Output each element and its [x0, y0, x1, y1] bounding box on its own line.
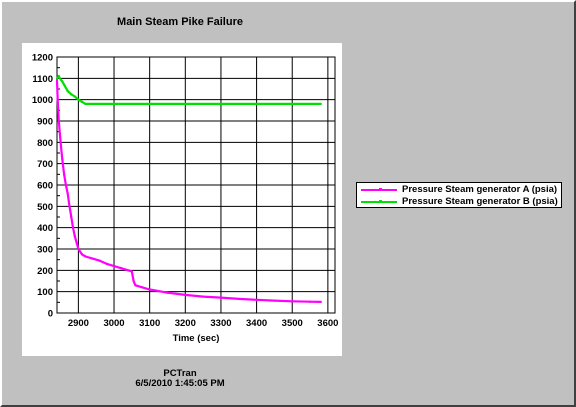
data-point — [70, 216, 73, 218]
data-point — [59, 141, 62, 144]
plot-panel: 0 100 200 300 400 500 600 700 800 900 1000 1100 1200… — [22, 43, 342, 356]
x-tick-label: 3200 — [175, 318, 196, 329]
legend-marker-a — [379, 188, 382, 191]
data-point — [80, 253, 83, 256]
legend-label-b: Pressure Steam generator B (psia) — [402, 196, 558, 207]
x-tick-label: 3600 — [317, 318, 338, 329]
data-point — [61, 158, 64, 161]
legend-swatch-a — [361, 188, 397, 191]
data-point — [57, 120, 60, 122]
y-tick-label: 500 — [37, 202, 53, 213]
data-point — [75, 241, 78, 244]
data-point — [273, 299, 276, 302]
data-point — [202, 295, 205, 298]
data-point — [134, 284, 137, 287]
data-point — [105, 262, 108, 265]
data-point — [59, 78, 62, 81]
y-tick-label: 800 — [37, 138, 53, 149]
data-point — [219, 296, 222, 299]
data-point — [132, 280, 135, 282]
chart-title: Main Steam Pike Failure — [117, 16, 243, 28]
data-point — [56, 79, 58, 82]
x-tick-label: 3300 — [210, 318, 231, 329]
footer: PCTran 6/5/2010 1:45:05 PM — [0, 369, 360, 389]
data-point — [184, 293, 187, 296]
footer-timestamp: 6/5/2010 1:45:05 PM — [135, 378, 225, 389]
data-point — [64, 184, 67, 186]
data-point — [184, 102, 187, 105]
x-axis-label: Time (sec) — [173, 333, 220, 344]
y-tick-label: 400 — [37, 223, 53, 234]
data-point — [80, 100, 83, 103]
data-point — [91, 257, 94, 260]
x-tick-label: 3100 — [139, 318, 160, 329]
data-point — [120, 267, 123, 270]
data-point — [291, 300, 294, 303]
data-point — [319, 300, 322, 303]
legend-entry-a: Pressure Steam generator A (psia) — [357, 184, 561, 195]
data-point — [95, 102, 98, 105]
data-point — [73, 95, 76, 98]
data-point — [72, 226, 75, 229]
y-tick-label: 1000 — [32, 95, 53, 106]
data-point — [237, 297, 240, 300]
data-point — [113, 102, 116, 105]
x-tick-label: 3400 — [246, 318, 267, 329]
data-point — [148, 288, 151, 291]
plot-border — [56, 56, 336, 314]
legend-swatch-b — [361, 200, 397, 203]
data-point — [68, 205, 71, 208]
data-point — [291, 102, 294, 105]
data-point — [57, 75, 60, 78]
x-tick-label: 2900 — [68, 318, 89, 329]
data-point — [77, 98, 80, 101]
legend: Pressure Steam generator A (psia) Pressu… — [356, 182, 562, 208]
data-point — [56, 98, 59, 101]
footer-app-name: PCTran — [163, 368, 197, 379]
data-point — [66, 192, 69, 195]
data-point — [127, 269, 130, 272]
data-point — [63, 173, 66, 176]
data-point — [61, 80, 64, 83]
y-tick-label: 200 — [37, 266, 53, 277]
legend-entry-b: Pressure Steam generator B (psia) — [357, 196, 561, 207]
data-point — [309, 300, 312, 303]
data-point — [77, 248, 80, 250]
data-point — [66, 90, 69, 93]
y-tick-label: 100 — [37, 287, 53, 298]
data-point — [166, 291, 169, 294]
y-tick-label: 700 — [37, 159, 53, 170]
data-point — [70, 93, 73, 96]
y-tick-label: 300 — [37, 245, 53, 256]
data-point — [84, 255, 87, 258]
y-tick-label: 1100 — [32, 74, 53, 85]
series-line-a — [55, 80, 321, 303]
legend-marker-b — [379, 200, 382, 203]
data-point — [148, 102, 151, 105]
y-tick-label: 900 — [37, 117, 53, 128]
y-tick-label: 0 — [48, 309, 53, 320]
data-point — [219, 102, 222, 105]
data-point — [255, 298, 258, 301]
data-point — [319, 102, 322, 105]
data-point — [73, 235, 76, 238]
data-point — [98, 259, 101, 262]
data-point — [130, 270, 133, 273]
x-tick-label: 3000 — [103, 318, 124, 329]
plot-svg: 0 100 200 300 400 500 600 700 800 900 1000 1100 1200… — [32, 53, 339, 345]
data-point — [84, 102, 87, 105]
x-tick-label: 3500 — [282, 318, 303, 329]
data-point — [56, 77, 58, 80]
data-point — [63, 83, 66, 86]
legend-label-a: Pressure Steam generator A (psia) — [402, 184, 558, 195]
data-point — [255, 102, 258, 105]
y-tick-label: 600 — [37, 181, 53, 192]
data-point — [141, 286, 144, 289]
y-tick-label: 1200 — [32, 53, 53, 64]
data-point — [113, 265, 116, 268]
